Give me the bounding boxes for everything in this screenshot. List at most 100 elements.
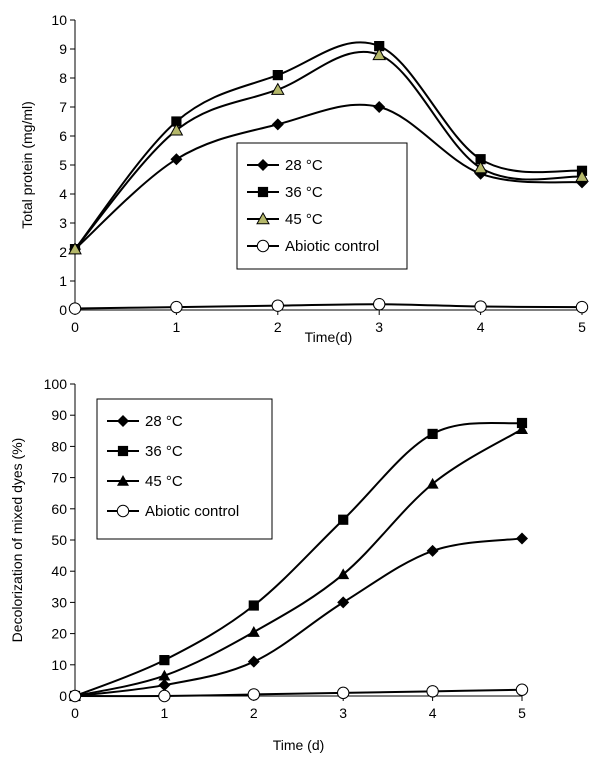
legend-marker [257,186,269,198]
legend-marker [117,475,129,486]
data-point [575,169,589,182]
x-tick-label: 1 [161,705,169,721]
data-point [170,300,183,314]
series-line [74,103,583,250]
y-tick-label: 40 [51,563,67,579]
y-tick-label: 7 [59,99,67,115]
data-point [516,532,528,545]
y-tick-label: 5 [59,157,67,173]
legend-label: Abiotic control [145,503,239,520]
data-point [337,686,350,700]
data-point [271,118,284,131]
chart-2: 0 10 20 30 40 50 60 70 80 90 100 0 1 2 3 4 5 Time (d) Deco… [9,376,529,753]
data-point [271,299,284,312]
data-point [158,669,171,681]
x-tick-label: 4 [429,705,437,721]
data-point [516,423,528,435]
y-tick-label: 70 [51,470,67,486]
series-line [74,688,523,698]
x-tick-label: 1 [173,319,181,335]
x-tick-label: 5 [518,705,526,721]
legend-label: 45 °C [285,211,323,228]
data-point [247,655,260,668]
legend-label: Abiotic control [285,238,379,255]
x-tick-label: 4 [477,319,485,335]
x-axis-label: Time(d) [305,329,353,345]
y-tick-label: 0 [59,302,67,318]
series-line [74,303,583,310]
x-tick-label: 2 [250,705,258,721]
legend-label: 36 °C [285,184,323,201]
data-point [338,514,349,525]
data-point [247,688,261,701]
data-point [270,82,285,95]
data-point [170,153,183,166]
x-tick-label: 3 [339,705,347,721]
data-point [158,689,171,703]
series-line [74,537,523,697]
x-tick-label: 0 [71,705,79,721]
data-point [68,689,82,703]
data-point [374,41,385,52]
data-point [158,679,171,692]
x-axis-label: Time (d) [273,737,325,753]
y-tick-label: 90 [51,407,67,423]
legend-marker [117,445,129,457]
chart-1: 0 1 2 3 4 5 6 7 8 9 10 0 1 2 3 4 5 Time(d) Total protein (… [19,12,589,345]
y-tick-label: 4 [59,186,67,202]
legend-label: 36 °C [145,443,183,460]
series-45-c [68,47,589,255]
y-tick-label: 60 [51,501,67,517]
data-point [427,428,438,440]
y-tick-label: 10 [51,12,67,28]
y-axis-label: Decolorization of mixed dyes (%) [9,438,25,643]
legend-label: 45 °C [145,473,183,490]
data-point [372,47,387,61]
data-point [426,685,439,698]
data-point [373,101,386,113]
legend-marker [257,159,269,171]
legend-marker [256,211,270,225]
x-tick-label: 0 [71,319,79,335]
data-point [426,477,439,489]
data-point [272,70,283,81]
data-point [159,655,170,666]
y-tick-label: 10 [51,657,67,673]
y-axis-label: Total protein (mg/ml) [19,101,35,229]
series-abiotic-control [68,298,589,315]
y-tick-label: 9 [59,41,67,57]
y-tick-label: 1 [59,273,67,289]
data-point [337,596,350,609]
data-point [473,160,488,174]
data-point [337,568,350,580]
y-tick-label: 50 [51,532,67,548]
data-point [373,298,386,311]
data-point [516,417,528,429]
x-tick-label: 3 [375,319,383,335]
legend-marker [117,415,129,427]
legend-label: 28 °C [145,413,183,430]
data-point [575,300,589,314]
series-28-c [69,532,528,702]
y-tick-label: 8 [59,70,67,86]
data-point [247,626,260,637]
data-point [474,300,487,313]
y-tick-label: 30 [51,594,67,610]
data-point [475,154,486,165]
data-point [515,683,529,696]
legend: 28 °C 36 °C 45 °C Abiotic control [96,398,273,540]
data-point [426,544,439,557]
y-tick-label: 6 [59,128,67,144]
data-point [171,116,182,127]
legend-marker [116,504,130,518]
y-tick-label: 2 [59,244,67,260]
legend: 28 °C 36 °C 45 °C Abiotic control [236,142,408,270]
legend-marker [256,239,270,253]
data-point [68,242,82,255]
y-tick-label: 100 [44,376,68,392]
data-point [169,123,184,136]
series-abiotic-control [68,683,529,703]
x-tick-label: 2 [274,319,282,335]
x-tick-label: 5 [578,319,586,335]
